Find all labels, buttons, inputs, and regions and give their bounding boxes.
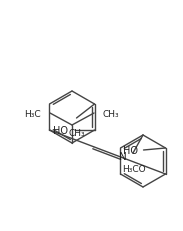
Text: H₃CO: H₃CO [122,164,146,173]
Text: H₃C: H₃C [24,110,41,119]
Text: N: N [119,152,126,161]
Text: HO: HO [53,125,68,135]
Text: HO: HO [122,145,137,155]
Text: CH₃: CH₃ [103,110,120,119]
Text: CH₃: CH₃ [68,128,85,137]
